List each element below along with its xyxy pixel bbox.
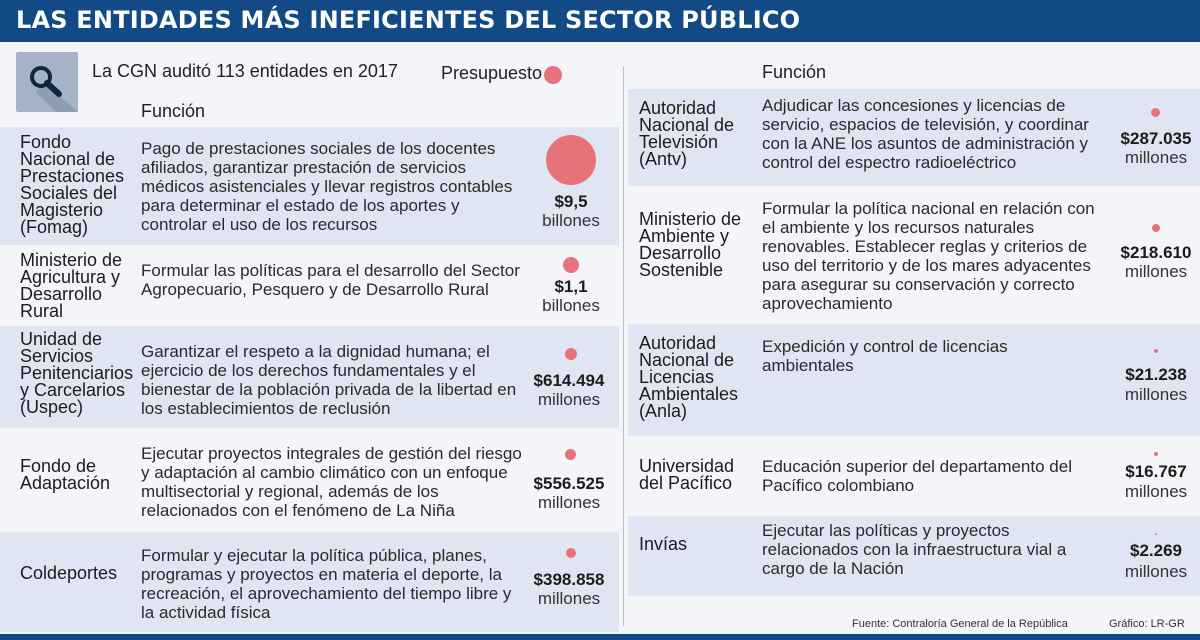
entity-name: Autoridad Nacional de Televisión (Antv) [639, 98, 735, 169]
budget-amount: $398.858 [533, 570, 605, 589]
source-note: Fuente: Contraloría General de la Repúbl… [852, 618, 1068, 630]
table-row: Ministerio de Agricultura y Desarrollo R… [0, 245, 619, 326]
table-row: Autoridad Nacional de Televisión (Antv) … [628, 89, 1200, 186]
table-row: Fondo Nacional de Prestaciones Sociales … [0, 127, 619, 245]
budget-bubble [565, 449, 576, 460]
budget-amount: $218.610 [1120, 243, 1192, 262]
entity-name: Ministerio de Ambiente y Desarrollo Sost… [639, 209, 742, 280]
budget-amount: $287.035 [1120, 129, 1192, 148]
budget-bubble [1155, 533, 1157, 535]
budget-unit: millones [1124, 385, 1188, 404]
table-row: Invías Ejecutar las políticas y proyecto… [628, 516, 1200, 596]
entity-function: Ejecutar proyectos integrales de gestión… [141, 444, 522, 520]
budget-unit: billones [542, 211, 600, 230]
budget-bubble [1154, 452, 1158, 456]
entity-name: Unidad de Servicios Penitenciarios y Car… [20, 329, 134, 417]
budget-bubble [546, 135, 596, 185]
entity-name: Invías [639, 534, 688, 554]
budget-bubble [1152, 224, 1160, 232]
entity-name: Ministerio de Agricultura y Desarrollo R… [20, 250, 123, 321]
budget-unit: millones [1124, 562, 1188, 581]
entity-function: Garantizar el respeto a la dignidad huma… [141, 342, 517, 418]
entity-function: Formular la política nacional en relació… [762, 199, 1095, 313]
budget-bubble [563, 257, 579, 273]
budget-amount: $614.494 [533, 371, 605, 390]
budget-amount: $2.269 [1130, 541, 1182, 560]
entity-name: Coldeportes [20, 563, 118, 583]
entity-name: Fondo de Adaptación [20, 456, 111, 493]
budget-amount: $1,1 [554, 277, 588, 296]
table-row: Coldeportes Formular y ejecutar la polít… [0, 532, 619, 632]
header-bar: LAS ENTIDADES MÁS INEFICIENTES DEL SECTO… [0, 0, 1200, 42]
entity-function: Adjudicar las concesiones y licencias de… [762, 96, 1089, 172]
legend-label: Presupuesto [441, 63, 543, 83]
graphic-credit: Gráfico: LR-GR [1109, 618, 1185, 630]
entity-function: Pago de prestaciones sociales de los doc… [141, 139, 513, 234]
column-header-funcion-left: Función [141, 101, 206, 121]
entity-function: Ejecutar las políticas y proyectos relac… [762, 521, 1067, 578]
budget-unit: millones [537, 390, 601, 409]
budget-amount: $16.767 [1125, 462, 1187, 481]
budget-unit: millones [537, 493, 601, 512]
entity-name: Autoridad Nacional de Licencias Ambienta… [639, 333, 739, 421]
intro-text: La CGN auditó 113 entidades en 2017 [92, 61, 398, 81]
table-row: Fondo de Adaptación Ejecutar proyectos i… [0, 428, 619, 532]
table-row: Universidad del Pacífico Educación super… [628, 436, 1200, 516]
column-header-funcion-right: Función [762, 62, 827, 82]
table-row: Unidad de Servicios Penitenciarios y Car… [0, 326, 619, 428]
budget-bubble [565, 348, 577, 360]
budget-bubble-icon [544, 66, 562, 84]
page-title: LAS ENTIDADES MÁS INEFICIENTES DEL SECTO… [16, 6, 801, 34]
table-row: Autoridad Nacional de Licencias Ambienta… [628, 324, 1200, 436]
entity-name: Fondo Nacional de Prestaciones Sociales … [20, 132, 125, 237]
entity-function: Formular y ejecutar la política pública,… [141, 546, 512, 622]
budget-unit: millones [1124, 148, 1188, 167]
budget-unit: millones [1124, 262, 1188, 281]
budget-unit: millones [537, 589, 601, 608]
budget-unit: millones [1124, 482, 1188, 501]
entity-function: Formular las políticas para el desarroll… [141, 261, 520, 299]
budget-amount: $21.238 [1125, 365, 1187, 384]
budget-unit: billones [542, 296, 600, 315]
entity-function: Expedición y control de licencias ambien… [762, 337, 1008, 375]
column-divider [623, 66, 624, 626]
budget-bubble [1151, 108, 1160, 117]
budget-bubble [1154, 349, 1158, 353]
budget-amount: $9,5 [554, 192, 588, 211]
search-icon [16, 52, 78, 112]
entity-name: Universidad del Pacífico [639, 456, 735, 493]
table-row: Ministerio de Ambiente y Desarrollo Sost… [628, 186, 1200, 324]
entity-function: Educación superior del departamento del … [762, 457, 1072, 495]
budget-amount: $556.525 [533, 474, 605, 493]
budget-bubble [566, 548, 576, 558]
footer-bar [0, 634, 1200, 640]
